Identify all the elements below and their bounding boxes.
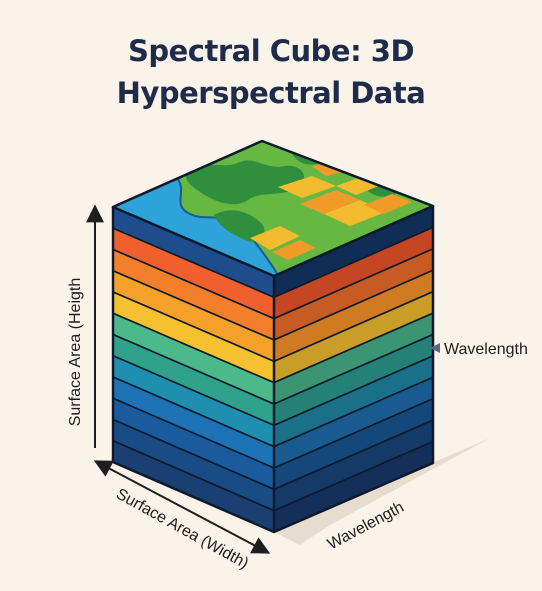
title-line-1: Spectral Cube: 3D: [127, 34, 415, 68]
water-region: [113, 176, 280, 276]
cube-shadow: [274, 438, 490, 545]
band-marker-label: Wavelength: [444, 341, 528, 358]
width-axis-arrow: [93, 460, 271, 554]
band-marker-pointer: [430, 343, 440, 353]
title-line-2: Hyperspectral Data: [116, 76, 426, 110]
forest-region: [185, 160, 305, 205]
cube-top-surface: [113, 141, 433, 276]
height-axis-label: Surface Area (Heigth: [67, 278, 84, 427]
